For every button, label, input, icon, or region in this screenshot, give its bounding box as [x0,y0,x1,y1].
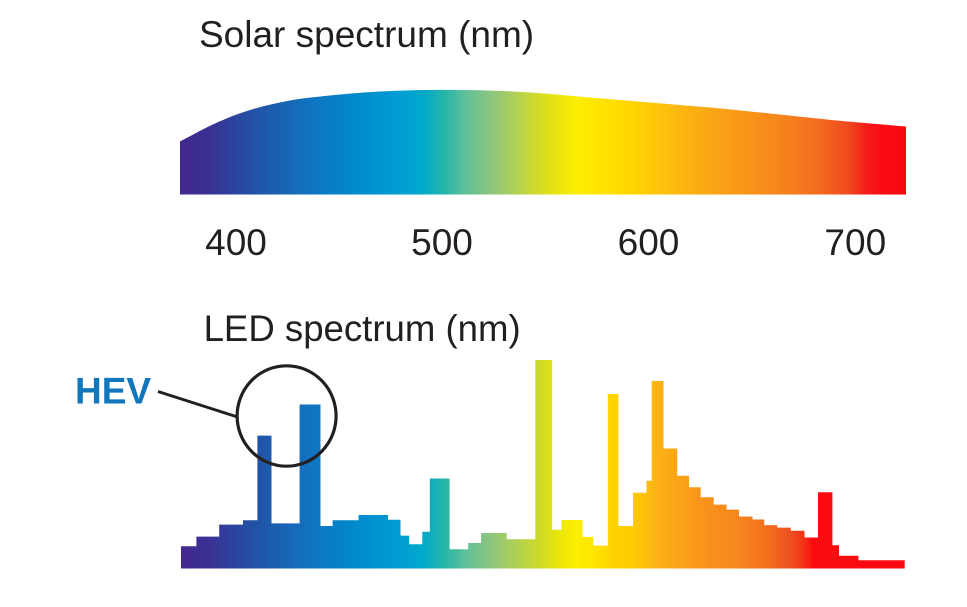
svg-text:HEV: HEV [75,370,151,411]
svg-text:700: 700 [824,222,886,263]
svg-text:600: 600 [618,222,680,263]
svg-text:Solar spectrum (nm): Solar spectrum (nm) [199,14,534,55]
svg-text:400: 400 [205,222,267,263]
svg-text:500: 500 [411,222,473,263]
svg-text:LED spectrum (nm): LED spectrum (nm) [204,308,521,349]
